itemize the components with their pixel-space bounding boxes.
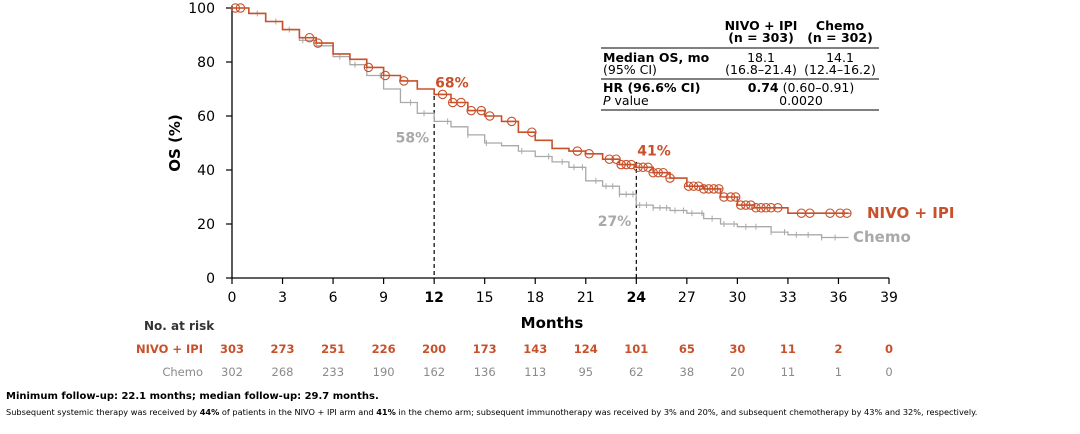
x-tick-label: 0 <box>228 290 237 306</box>
risk-row-label-chemo: Chemo <box>162 365 203 379</box>
footnote-text: of patients in the NIVO + IPI arm and <box>219 407 377 417</box>
risk-count-nivo: 124 <box>574 342 598 356</box>
p-value: 0.0020 <box>779 93 823 108</box>
hr-value: 0.74 (0.60–0.91) <box>748 80 855 95</box>
footnote-text: Subsequent systemic therapy was received… <box>6 407 200 417</box>
risk-count-chemo: 190 <box>373 365 395 379</box>
risk-count-nivo: 11 <box>780 342 796 356</box>
x-tick-label: 6 <box>329 290 338 306</box>
x-tick-label: 30 <box>728 290 746 306</box>
x-tick-label: 18 <box>526 290 544 306</box>
nivo-end-label: NIVO + IPI <box>867 204 954 222</box>
risk-count-chemo: 62 <box>629 365 644 379</box>
x-tick-label: 33 <box>779 290 797 306</box>
risk-count-nivo: 251 <box>321 342 345 356</box>
risk-count-nivo: 2 <box>834 342 842 356</box>
risk-count-chemo: 95 <box>578 365 593 379</box>
hr-label: HR (96.6% CI) <box>603 80 700 95</box>
risk-count-nivo: 101 <box>624 342 648 356</box>
p-value-label: P value <box>603 93 649 108</box>
followup-note: Minimum follow-up: 22.1 months; median f… <box>6 391 379 402</box>
y-tick-label: 20 <box>197 217 215 233</box>
risk-count-chemo: 1 <box>835 365 842 379</box>
x-tick-label: 36 <box>830 290 848 306</box>
risk-count-nivo: 65 <box>679 342 695 356</box>
y-axis-label: OS (%) <box>166 114 184 172</box>
table-header-nivo-n: (n = 303) <box>728 30 794 45</box>
risk-count-nivo: 200 <box>422 342 446 356</box>
footnote-text: in the chemo arm; subsequent immunothera… <box>395 407 978 417</box>
risk-count-chemo: 11 <box>781 365 796 379</box>
nivo-median-ci: (16.8–21.4) <box>725 62 797 77</box>
risk-count-nivo: 226 <box>372 342 396 356</box>
x-tick-label: 21 <box>577 290 595 306</box>
nivo-landmark-24m: 41% <box>637 143 671 159</box>
y-tick-label: 80 <box>197 55 215 71</box>
x-tick-label: 27 <box>678 290 696 306</box>
chemo-median-os: 14.1 <box>826 50 854 65</box>
x-tick-label: 12 <box>424 290 443 306</box>
x-tick-label: 9 <box>379 290 388 306</box>
x-tick-label: 39 <box>880 290 898 306</box>
risk-count-chemo: 0 <box>885 365 892 379</box>
footnote-bold-value: 41% <box>376 407 396 417</box>
nivo-landmark-12m: 68% <box>435 75 469 91</box>
risk-count-nivo: 173 <box>473 342 497 356</box>
footnote-bold-value: 44% <box>199 407 220 417</box>
y-tick-label: 0 <box>206 271 215 287</box>
x-tick-label: 15 <box>476 290 494 306</box>
risk-table-title: No. at risk <box>144 319 215 333</box>
table-header-chemo-n: (n = 302) <box>807 30 873 45</box>
x-tick-label: 24 <box>627 290 647 306</box>
y-tick-label: 60 <box>197 109 215 125</box>
table-header-nivo: NIVO + IPI <box>725 18 798 33</box>
median-os-ci-label: (95% CI) <box>603 62 657 77</box>
risk-count-chemo: 136 <box>474 365 496 379</box>
y-tick-label: 100 <box>188 1 215 17</box>
risk-count-nivo: 273 <box>271 342 295 356</box>
x-tick-label: 3 <box>278 290 287 306</box>
risk-count-chemo: 113 <box>524 365 546 379</box>
risk-count-chemo: 20 <box>730 365 745 379</box>
nivo-median-os: 18.1 <box>747 50 775 65</box>
risk-count-chemo: 302 <box>221 365 243 379</box>
risk-count-chemo: 162 <box>423 365 445 379</box>
chemo-median-ci: (12.4–16.2) <box>804 62 876 77</box>
risk-count-chemo: 233 <box>322 365 344 379</box>
risk-count-nivo: 143 <box>523 342 547 356</box>
risk-count-nivo: 0 <box>885 342 893 356</box>
chemo-landmark-12m: 58% <box>396 130 430 146</box>
x-axis-label: Months <box>521 314 584 332</box>
risk-count-nivo: 30 <box>729 342 745 356</box>
median-os-label: Median OS, mo <box>603 50 710 65</box>
y-tick-label: 40 <box>197 163 215 179</box>
chemo-survival-curve <box>232 7 849 239</box>
subsequent-therapy-note: Subsequent systemic therapy was received… <box>6 407 1066 417</box>
risk-count-chemo: 38 <box>680 365 695 379</box>
risk-row-label-nivo: NIVO + IPI <box>136 342 203 356</box>
risk-count-nivo: 303 <box>220 342 244 356</box>
chemo-landmark-24m: 27% <box>598 214 632 230</box>
table-header-chemo: Chemo <box>816 18 865 33</box>
risk-count-chemo: 268 <box>272 365 294 379</box>
chemo-end-label: Chemo <box>853 228 911 246</box>
